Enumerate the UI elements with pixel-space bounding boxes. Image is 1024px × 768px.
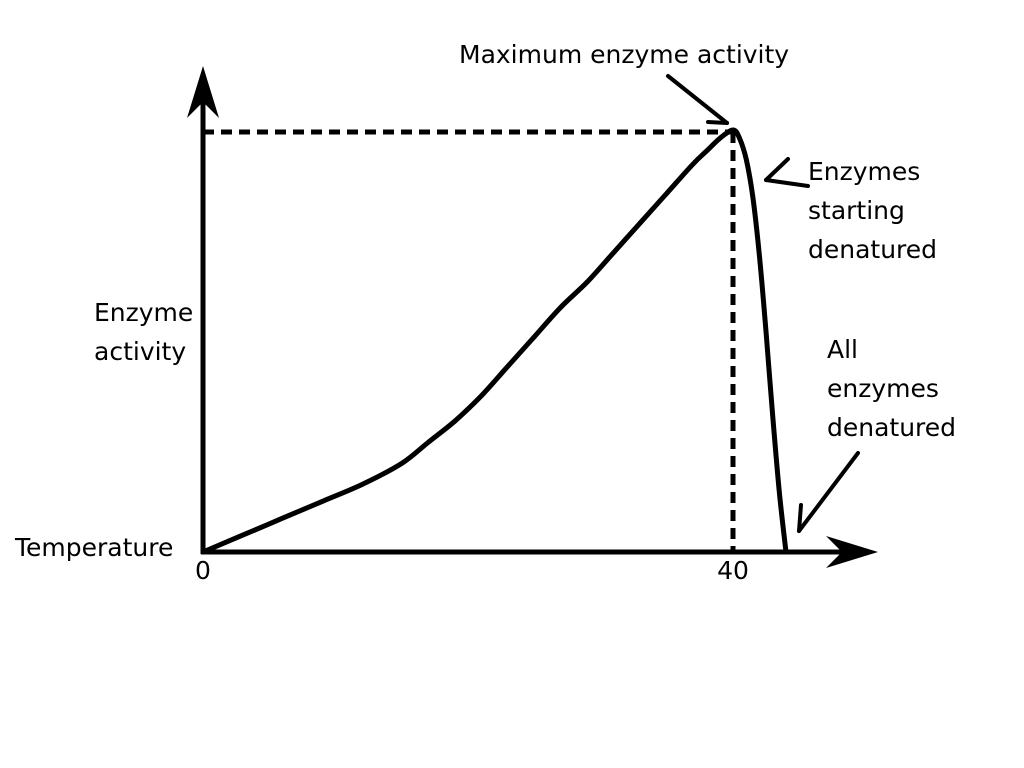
x-tick-label-40: 40 xyxy=(717,556,749,585)
annotation-arrows xyxy=(666,74,860,533)
chart-texts: Enzyme activity Temperature 0 40 Maximum enzy… xyxy=(14,40,956,585)
y-axis-label-line-0: Enzyme xyxy=(94,298,193,327)
enzyme-activity-curve-0 xyxy=(200,127,789,555)
starting-denatured-annotation-line-1: starting xyxy=(808,196,905,225)
data-series xyxy=(200,127,789,555)
y-axis-label-line-1: activity xyxy=(94,337,186,366)
x-axis-label: Temperature xyxy=(14,533,173,562)
x-tick-label-0: 0 xyxy=(195,556,211,585)
max-activity-arrow xyxy=(666,74,729,125)
all-denatured-annotation-line-0: All xyxy=(827,335,858,364)
chart-axes xyxy=(187,66,878,568)
all-denatured-arrow xyxy=(797,451,860,533)
reference-lines xyxy=(203,129,736,552)
all-denatured-annotation-line-1: enzymes xyxy=(827,374,939,403)
starting-denatured-annotation-line-0: Enzymes xyxy=(808,157,920,186)
max-activity-annotation: Maximum enzyme activity xyxy=(459,40,789,69)
y-axis-arrowhead xyxy=(187,66,219,118)
starting-denatured-annotation-line-2: denatured xyxy=(808,235,937,264)
all-denatured-annotation-line-2: denatured xyxy=(827,413,956,442)
x-axis-arrowhead xyxy=(826,536,878,568)
starting-denatured-arrow xyxy=(764,157,810,188)
